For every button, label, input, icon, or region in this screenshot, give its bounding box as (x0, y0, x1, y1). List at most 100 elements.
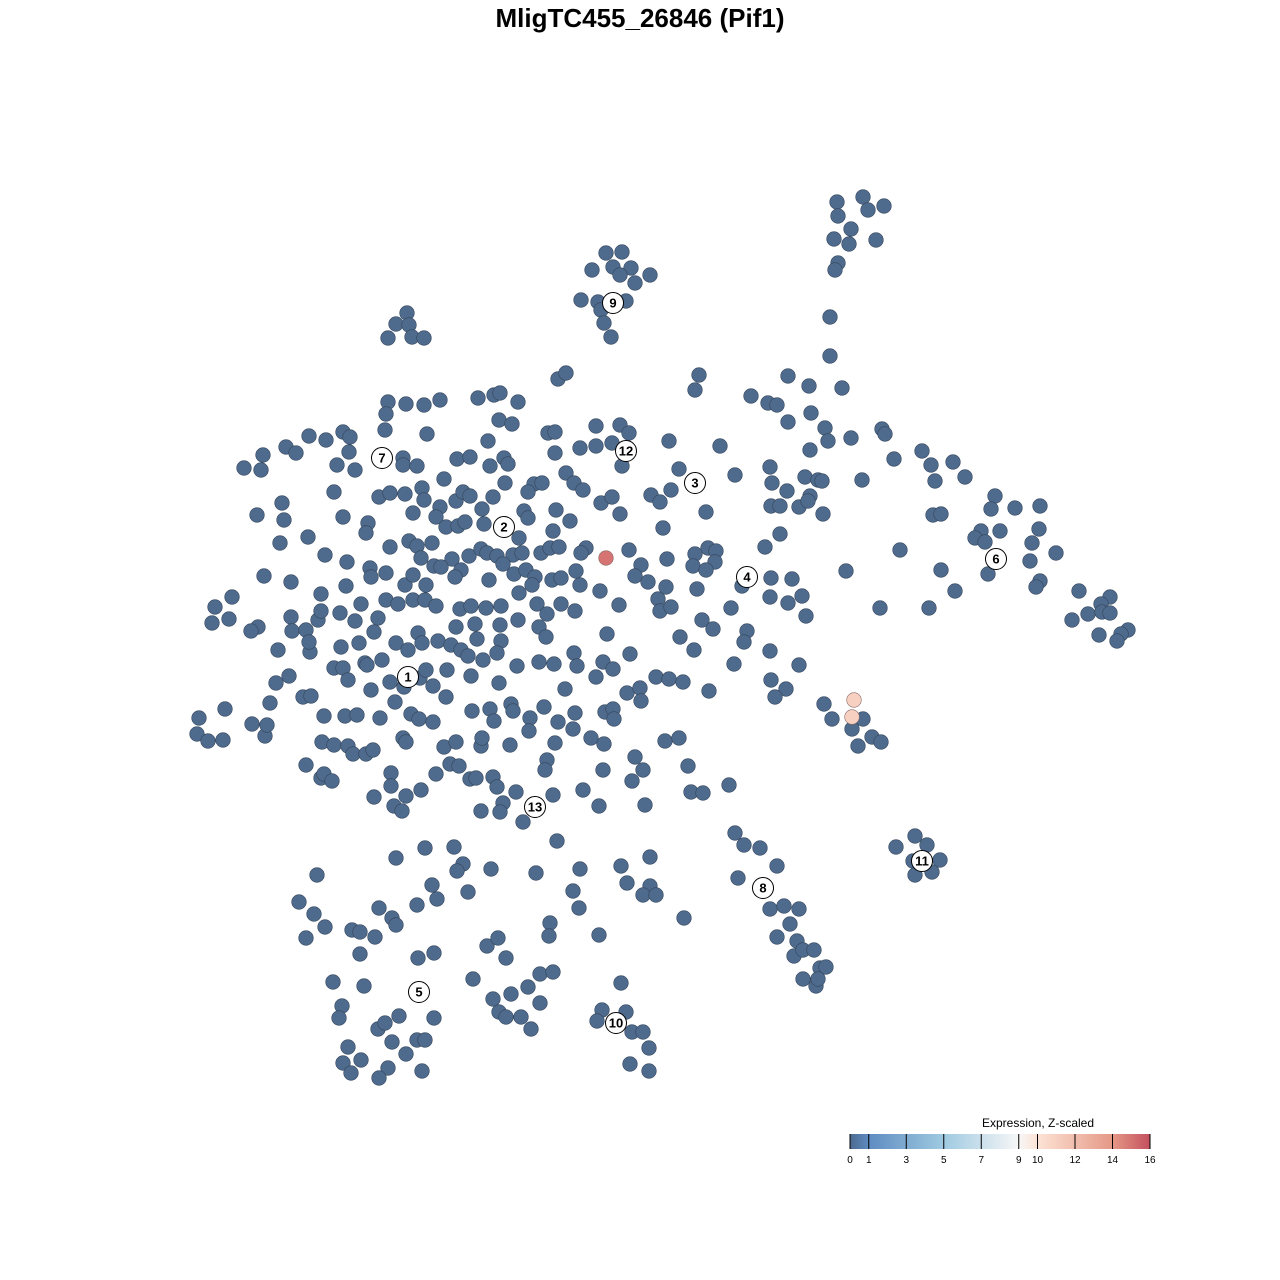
data-point (772, 526, 788, 542)
data-point (539, 606, 555, 622)
chart-title: MligTC455_26846 (Pif1) (495, 3, 785, 33)
data-point (727, 825, 743, 841)
data-point (363, 569, 379, 585)
data-point (498, 950, 514, 966)
data-point (449, 451, 465, 467)
data-point (313, 586, 329, 602)
data-point (736, 837, 752, 853)
data-point (332, 605, 348, 621)
data-point (1022, 553, 1038, 569)
data-point (513, 1009, 529, 1025)
data-point (575, 482, 591, 498)
data-point (727, 467, 743, 483)
data-point (1024, 535, 1040, 551)
data-point (575, 782, 591, 798)
data-point (457, 514, 473, 530)
data-point (388, 917, 404, 933)
data-point (712, 438, 728, 454)
data-point (764, 475, 780, 491)
data-point (701, 683, 717, 699)
data-point (780, 414, 796, 430)
data-point (545, 523, 561, 539)
colorbar-tick-label: 5 (941, 1155, 947, 1166)
data-point (824, 711, 840, 727)
data-point (465, 971, 481, 987)
data-point (772, 498, 788, 514)
data-point (520, 979, 536, 995)
data-point (591, 927, 607, 943)
data-point (622, 1056, 638, 1072)
data-point (529, 596, 545, 612)
data-point (397, 577, 413, 593)
data-point (492, 804, 508, 820)
data-point (417, 1032, 433, 1048)
data-point (817, 420, 833, 436)
data-point (509, 658, 525, 674)
data-point (640, 574, 656, 590)
data-point (521, 723, 537, 739)
data-point (686, 642, 702, 658)
data-point (511, 530, 527, 546)
cluster-label: 11 (911, 850, 933, 872)
data-point (613, 975, 629, 991)
colorbar-tick-label: 14 (1107, 1155, 1119, 1166)
data-point (274, 495, 290, 511)
data-point (642, 849, 658, 865)
data-point (429, 891, 445, 907)
data-point (462, 449, 478, 465)
data-point (504, 416, 520, 432)
data-point (830, 208, 846, 224)
data-point (534, 475, 550, 491)
data-point (782, 916, 798, 932)
data-point (480, 433, 496, 449)
data-point (475, 652, 491, 668)
data-point (298, 930, 314, 946)
data-point (243, 623, 259, 639)
data-point (207, 599, 223, 615)
data-point (522, 710, 538, 726)
data-point (553, 596, 569, 612)
data-point (502, 737, 518, 753)
data-point (584, 262, 600, 278)
data-point (377, 422, 393, 438)
data-point (536, 699, 552, 715)
data-point (419, 426, 435, 442)
data-point (826, 231, 842, 247)
data-point (892, 542, 908, 558)
data-point (803, 405, 819, 421)
cluster-label: 10 (605, 1012, 627, 1034)
data-point (283, 609, 299, 625)
data-point (463, 668, 479, 684)
data-point (326, 484, 342, 500)
expressed-data-point (598, 550, 614, 566)
data-point (843, 221, 859, 237)
data-point (624, 773, 640, 789)
data-point (557, 681, 573, 697)
data-point (802, 442, 818, 458)
data-point (658, 579, 674, 595)
data-point (371, 1070, 387, 1086)
data-point (476, 516, 492, 532)
data-point (829, 194, 845, 210)
data-point (391, 1008, 407, 1024)
cluster-label-text: 3 (691, 476, 698, 491)
data-point (325, 974, 341, 990)
data-point (301, 634, 317, 650)
data-point (447, 569, 463, 585)
cluster-label: 3 (684, 472, 706, 494)
data-point (779, 483, 795, 499)
data-point (462, 488, 478, 504)
data-point (428, 509, 444, 525)
data-point (685, 558, 701, 574)
data-point (635, 1024, 651, 1040)
data-point (622, 646, 638, 662)
data-point (822, 348, 838, 364)
data-point (800, 493, 816, 509)
data-point (449, 863, 465, 879)
data-point (545, 787, 561, 803)
data-point (977, 534, 993, 550)
colorbar (850, 1134, 1150, 1149)
data-point (619, 685, 635, 701)
data-point (558, 465, 574, 481)
data-point (300, 529, 316, 545)
